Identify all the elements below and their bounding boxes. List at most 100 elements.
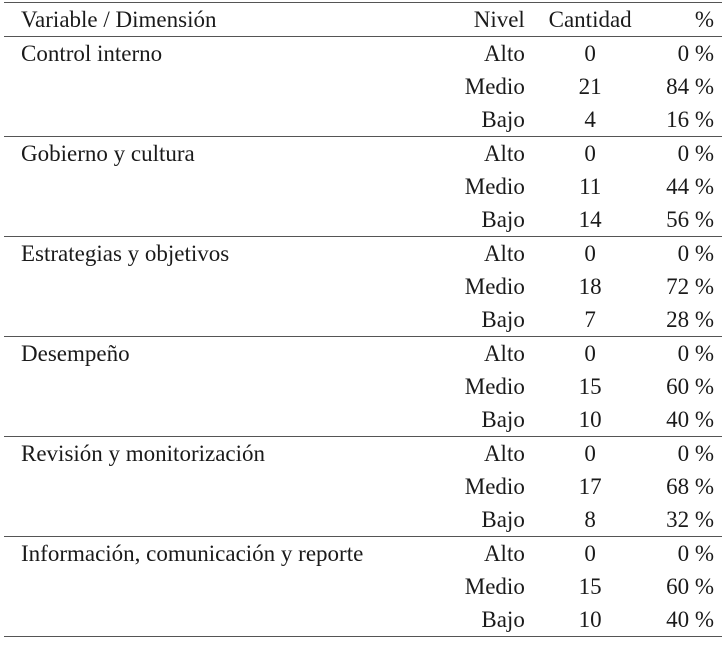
porcentaje-cell: 0 % — [677, 341, 714, 366]
dimension-name: Gobierno y cultura — [21, 141, 195, 166]
table-row: Bajo 8 32 % — [4, 503, 722, 537]
table-row: Información, comunicación y reporte Alto 0… — [4, 537, 722, 571]
nivel-cell: Bajo — [481, 607, 525, 632]
dimension-name-empty — [4, 570, 421, 603]
table-row: Gobierno y cultura Alto 0 0 % — [4, 137, 722, 171]
nivel-cell: Alto — [483, 241, 525, 266]
cantidad-cell: 0 — [584, 41, 596, 66]
cantidad-cell: 0 — [584, 441, 596, 466]
porcentaje-cell: 60 % — [666, 574, 714, 599]
nivel-cell: Alto — [483, 141, 525, 166]
porcentaje-cell: 0 % — [677, 41, 714, 66]
header-row: Variable / Dimensión Nivel Cantidad % — [4, 2, 722, 37]
cantidad-cell: 14 — [578, 207, 602, 232]
cantidad-cell: 7 — [584, 307, 596, 332]
porcentaje-cell: 0 % — [677, 241, 714, 266]
porcentaje-cell: 0 % — [677, 141, 714, 166]
porcentaje-cell: 16 % — [666, 107, 714, 132]
table-row: Estrategias y objetivos Alto 0 0 % — [4, 237, 722, 271]
header-porcentaje: % — [694, 7, 714, 32]
table-row: Bajo 14 56 % — [4, 203, 722, 237]
dimension-name-empty — [4, 403, 421, 437]
dimension-group: Información, comunicación y reporte Alto 0… — [4, 537, 722, 637]
dimension-group: Estrategias y objetivos Alto 0 0 % Medio 18 72… — [4, 237, 722, 337]
nivel-cell: Alto — [483, 441, 525, 466]
dimension-group: Control interno Alto 0 0 % Medio 21 84 % Bajo 4 1… — [4, 37, 722, 137]
dimension-name-empty — [4, 170, 421, 203]
dimension-name-empty — [4, 103, 421, 137]
dimension-name: Estrategias y objetivos — [21, 241, 230, 266]
table-row: Medio 18 72 % — [4, 270, 722, 303]
nivel-cell: Bajo — [481, 407, 525, 432]
dimension-name-empty — [4, 470, 421, 503]
cantidad-cell: 15 — [578, 574, 602, 599]
cantidad-cell: 0 — [584, 141, 596, 166]
nivel-cell: Bajo — [481, 207, 525, 232]
nivel-cell: Medio — [464, 74, 525, 99]
table-row: Bajo 10 40 % — [4, 403, 722, 437]
table-row: Medio 15 60 % — [4, 370, 722, 403]
nivel-cell: Medio — [464, 174, 525, 199]
dimension-name: Desempeño — [21, 341, 130, 366]
porcentaje-cell: 40 % — [666, 607, 714, 632]
table-row: Bajo 4 16 % — [4, 103, 722, 137]
porcentaje-cell: 60 % — [666, 374, 714, 399]
dimension-group: Gobierno y cultura Alto 0 0 % Medio 11 44 % Baj… — [4, 137, 722, 237]
table-row: Bajo 7 28 % — [4, 303, 722, 337]
cantidad-cell: 0 — [584, 541, 596, 566]
nivel-cell: Medio — [464, 274, 525, 299]
dimension-name-empty — [4, 203, 421, 237]
table-row: Control interno Alto 0 0 % — [4, 37, 722, 71]
nivel-cell: Medio — [464, 574, 525, 599]
results-table: Variable / Dimensión Nivel Cantidad % Co… — [4, 2, 722, 637]
dimension-group: Desempeño Alto 0 0 % Medio 15 60 % Bajo 10 40 % — [4, 337, 722, 437]
cantidad-cell: 10 — [578, 607, 602, 632]
cantidad-cell: 15 — [578, 374, 602, 399]
dimension-group: Revisión y monitorización Alto 0 0 % Medio 17… — [4, 437, 722, 537]
nivel-cell: Alto — [483, 341, 525, 366]
dimension-name-empty — [4, 503, 421, 537]
cantidad-cell: 10 — [578, 407, 602, 432]
table-header: Variable / Dimensión Nivel Cantidad % — [4, 2, 722, 37]
cantidad-cell: 17 — [578, 474, 602, 499]
cantidad-cell: 21 — [578, 74, 602, 99]
table-row: Bajo 10 40 % — [4, 603, 722, 637]
dimension-name: Control interno — [21, 41, 163, 66]
porcentaje-cell: 84 % — [666, 74, 714, 99]
cantidad-cell: 18 — [578, 274, 602, 299]
porcentaje-cell: 56 % — [666, 207, 714, 232]
cantidad-cell: 4 — [584, 107, 596, 132]
dimension-name: Revisión y monitorización — [21, 441, 266, 466]
porcentaje-cell: 32 % — [666, 507, 714, 532]
table-row: Revisión y monitorización Alto 0 0 % — [4, 437, 722, 471]
header-nivel: Nivel — [473, 7, 525, 32]
dimension-name-empty — [4, 270, 421, 303]
dimension-name-empty — [4, 303, 421, 337]
cantidad-cell: 11 — [579, 174, 602, 199]
porcentaje-cell: 40 % — [666, 407, 714, 432]
table-row: Medio 21 84 % — [4, 70, 722, 103]
dimension-name-empty — [4, 70, 421, 103]
cantidad-cell: 0 — [584, 341, 596, 366]
table-row: Desempeño Alto 0 0 % — [4, 337, 722, 371]
porcentaje-cell: 28 % — [666, 307, 714, 332]
dimension-name-empty — [4, 603, 421, 637]
nivel-cell: Bajo — [481, 307, 525, 332]
cantidad-cell: 0 — [584, 241, 596, 266]
porcentaje-cell: 68 % — [666, 474, 714, 499]
nivel-cell: Bajo — [481, 507, 525, 532]
table-row: Medio 17 68 % — [4, 470, 722, 503]
porcentaje-cell: 72 % — [666, 274, 714, 299]
nivel-cell: Medio — [464, 374, 525, 399]
header-cantidad: Cantidad — [548, 7, 632, 32]
nivel-cell: Alto — [483, 41, 525, 66]
dimension-name-empty — [4, 370, 421, 403]
dimension-name: Información, comunicación y reporte — [21, 541, 364, 566]
porcentaje-cell: 0 % — [677, 541, 714, 566]
table-row: Medio 11 44 % — [4, 170, 722, 203]
porcentaje-cell: 44 % — [666, 174, 714, 199]
nivel-cell: Bajo — [481, 107, 525, 132]
porcentaje-cell: 0 % — [677, 441, 714, 466]
nivel-cell: Alto — [483, 541, 525, 566]
